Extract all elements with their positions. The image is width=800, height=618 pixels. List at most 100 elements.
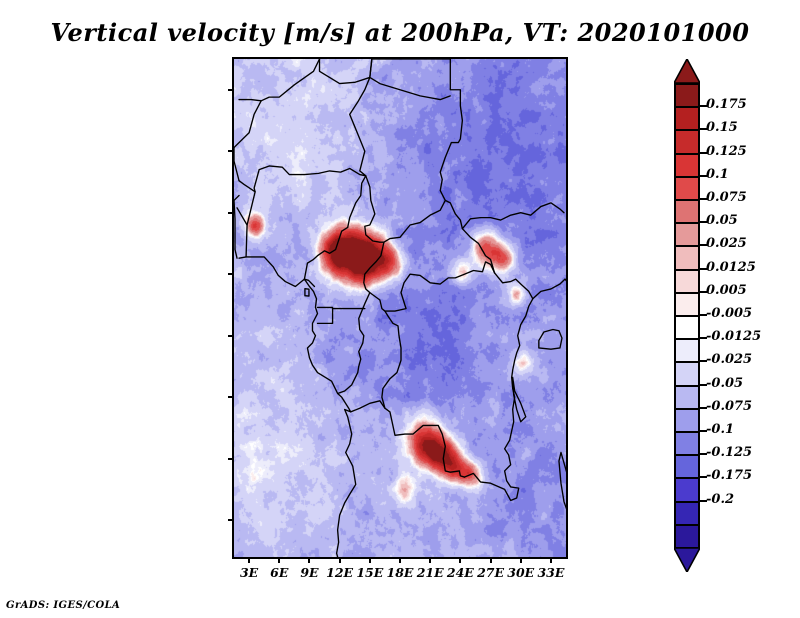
colorbar-label: -0.2	[706, 491, 735, 507]
x-tick-label-27e: 27E	[477, 565, 504, 580]
y-tick-mark	[228, 88, 234, 91]
border-line	[363, 241, 496, 312]
colorbar-band	[674, 523, 700, 549]
colorbar-band	[674, 291, 700, 317]
colorbar-tick	[700, 244, 707, 247]
colorbar-top-arrow	[672, 57, 702, 84]
x-tick-label-12e: 12E	[326, 565, 354, 580]
colorbar-label: 0.1	[706, 166, 729, 182]
y-tick-mark	[228, 211, 234, 214]
colorbar-label: -0.05	[706, 375, 744, 391]
colorbar-label: 0.0125	[706, 259, 756, 275]
map-plot-panel	[232, 57, 568, 559]
colorbar-band	[674, 361, 700, 387]
colorbar-band	[674, 129, 700, 155]
y-tick-mark	[228, 396, 234, 399]
border-line	[381, 310, 402, 409]
border-line	[558, 451, 566, 510]
border-line	[532, 278, 566, 300]
border-line	[512, 376, 527, 423]
colorbar-band	[674, 245, 700, 271]
colorbar-tick	[700, 453, 707, 456]
grads-credit: GrADS: IGES/COLA	[6, 600, 121, 611]
x-tick-mark	[338, 557, 341, 563]
x-tick-label-21e: 21E	[416, 565, 444, 580]
x-tick-mark	[278, 557, 281, 563]
border-line	[461, 202, 565, 230]
colorbar-band	[674, 338, 700, 364]
border-line	[383, 199, 496, 274]
colorbar: 0.175 0.15 0.125 0.1 0.075 0.05 0.025 0.0125 0.0…	[660, 57, 800, 574]
border-line	[318, 59, 373, 85]
colorbar-tick	[700, 383, 707, 386]
colorbar-tick	[700, 360, 707, 363]
colorbar-label: -0.075	[706, 398, 753, 414]
colorbar-label: -0.175	[706, 468, 753, 484]
y-tick-mark	[228, 150, 234, 153]
border-line	[369, 76, 451, 101]
x-tick-mark	[459, 557, 462, 563]
x-tick-label-6e: 6E	[270, 565, 289, 580]
x-tick-label-18e: 18E	[386, 565, 414, 580]
colorbar-tick	[700, 174, 707, 177]
border-line	[238, 59, 321, 102]
colorbar-label: -0.005	[706, 306, 753, 321]
vertical-velocity-heatmap	[234, 59, 566, 557]
colorbar-band	[674, 454, 700, 480]
colorbar-tick	[700, 198, 707, 200]
border-line	[234, 100, 262, 149]
colorbar-tick	[700, 430, 707, 432]
y-tick-mark	[228, 519, 234, 522]
border-line	[304, 288, 310, 297]
border-line	[303, 175, 367, 280]
colorbar-tick	[700, 290, 707, 293]
colorbar-band	[674, 152, 700, 178]
x-tick-mark	[368, 557, 371, 563]
colorbar-bottom-arrow	[672, 547, 702, 574]
border-line	[349, 59, 373, 177]
x-tick-mark	[429, 557, 432, 563]
colorbar-label: -0.1	[706, 422, 735, 437]
x-tick-label-33e: 33E	[537, 565, 565, 580]
border-line	[439, 59, 464, 202]
border-line	[234, 194, 240, 259]
x-tick-label-30e: 30E	[507, 565, 535, 580]
colorbar-label: 0.005	[706, 282, 747, 298]
colorbar-tick	[700, 267, 707, 270]
border-line	[336, 291, 371, 395]
x-tick-label-24e: 24E	[446, 565, 474, 580]
colorbar-tick	[700, 221, 707, 224]
border-line	[364, 175, 385, 243]
border-line	[238, 256, 357, 557]
colorbar-band	[674, 407, 700, 433]
y-tick-mark	[228, 334, 234, 337]
colorbar-tick	[700, 105, 707, 108]
x-tick-mark	[519, 557, 522, 563]
colorbar-label: 0.15	[706, 120, 738, 136]
colorbar-band	[674, 175, 700, 201]
colorbar-band	[674, 500, 700, 526]
border-line	[303, 278, 316, 288]
colorbar-band	[674, 106, 700, 132]
colorbar-label: 0.125	[706, 143, 747, 159]
y-tick-mark	[228, 273, 234, 276]
x-tick-mark	[399, 557, 401, 563]
page-title: Vertical velocity [m/s] at 200hPa, VT: 2…	[50, 18, 750, 47]
colorbar-label: -0.025	[706, 352, 753, 368]
x-tick-label-9e: 9E	[300, 565, 319, 580]
colorbar-tick	[700, 337, 707, 340]
colorbar-label: -0.0125	[706, 329, 762, 345]
colorbar-band	[674, 83, 700, 109]
colorbar-band	[674, 315, 700, 341]
colorbar-band	[674, 384, 700, 410]
colorbar-tick	[700, 314, 707, 316]
colorbar-label: 0.175	[706, 97, 747, 113]
y-tick-mark	[228, 457, 234, 460]
colorbar-band	[674, 431, 700, 457]
border-line	[245, 165, 367, 258]
country-borders-overlay	[234, 59, 566, 557]
colorbar-tick	[700, 128, 707, 131]
x-tick-mark	[308, 557, 311, 563]
colorbar-label: 0.025	[706, 236, 747, 252]
colorbar-tick	[700, 151, 707, 154]
